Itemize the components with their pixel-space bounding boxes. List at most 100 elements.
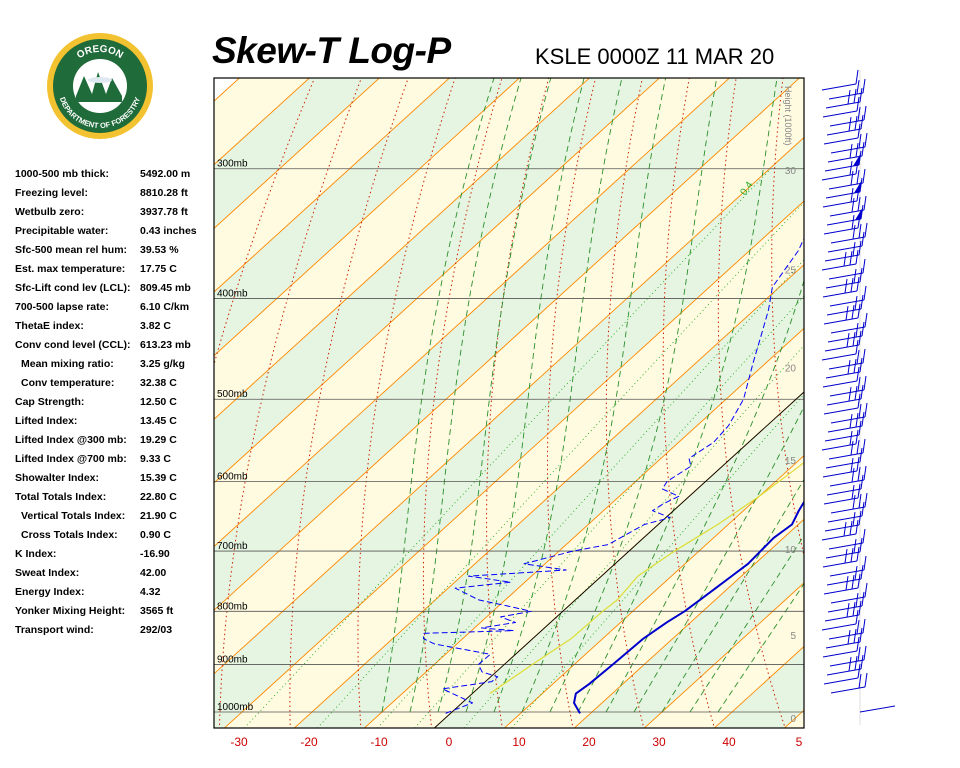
wind-barb [826,668,862,676]
stat-label: Energy Index: [15,586,85,598]
mixing-ratio-label: 5 [933,186,945,197]
isotherm-line [214,78,451,293]
wind-barb [828,272,864,280]
wind-barb [823,677,859,685]
dry-adiabat [874,0,960,734]
wind-barb-flag [857,663,861,679]
stat-row: Cap Strength: 12.50 C [15,396,215,415]
wind-barb-flag [850,277,854,293]
wind-barb-flag [858,403,862,419]
wind-barb-flag [855,429,859,445]
wind-barb [822,470,858,478]
wind-barbs [821,69,896,725]
wind-barb-flag [860,564,864,580]
wind-barb-flag [850,187,854,203]
wind-barb-flag [855,609,859,625]
wind-barb-flag [862,258,866,274]
x-tick-label: 30 [652,735,666,749]
mixing-ratio-line [511,393,804,728]
wind-barb-flag [849,520,853,536]
wind-barb-flag [858,223,862,239]
stat-value: 42.00 [140,567,167,579]
stat-label: Sfc-Lift cond lev (LCL): [15,282,131,294]
wind-barb-flag [855,339,859,355]
wind-barb-flag [860,384,864,400]
chart-title: Skew-T Log-P [212,30,451,71]
pressure-label: 800mb [217,601,248,612]
height-tick-label: 15 [785,456,797,467]
wind-barb [821,173,857,181]
wind-barb-flag [856,79,860,95]
stat-label: Showalter Index: [15,472,100,484]
wind-barb [826,308,862,316]
wind-barb [828,632,864,640]
stat-value: 3.82 C [140,320,171,332]
wind-barb-flag [862,618,866,634]
stat-row: Sfc-Lift cond lev (LCL): 809.45 mb [15,282,215,301]
zero-isotherm-line [433,391,804,728]
wind-barb-flag [859,87,863,103]
wind-barb-flag [853,88,857,104]
stat-row: 1000-500 mb thick: 5492.00 m [15,168,215,187]
wind-barb-flag [853,268,857,284]
wind-barb-flag [845,576,849,591]
wind-barb-flag [858,133,862,149]
stat-label: Precipitable water: [15,225,109,237]
stat-row: K Index: -16.90 [15,548,215,567]
wind-barb-flag [852,495,856,510]
x-tick-label: -20 [300,735,318,749]
oregon-forestry-logo: OREGON DEPARTMENT OF FORESTRY [47,33,153,139]
wind-barb-flag [863,285,867,301]
stat-value: 8810.28 ft [140,187,188,199]
wind-barb [821,83,857,91]
stat-label: ThetaE index: [15,320,84,332]
mixing-ratio-line [463,344,804,728]
wind-barb [829,389,865,397]
wind-barb [823,137,859,145]
wind-barb [826,578,862,586]
wind-barb-flag [858,240,862,256]
stat-row: Vertical Totals Index: 21.90 C [15,510,215,529]
stat-row: Sfc-500 mean rel hum: 39.53 % [15,244,215,263]
stat-row: Lifted Index @700 mb: 9.33 C [15,453,215,472]
wind-barb-pennant [854,180,862,193]
wind-barb [828,92,864,100]
wind-barb-flag [849,144,853,159]
wind-barb [825,461,861,469]
wind-barb-flag [860,654,864,670]
wind-barb-flag [855,69,859,85]
isotherm-line [223,200,804,728]
stat-row: Energy Index: 4.32 [15,586,215,605]
stat-row: Yonker Mixing Height: 3565 ft [15,605,215,624]
wind-barb-flag [861,501,865,517]
height-tick-label: 35 [785,60,797,71]
stat-row: Conv temperature: 32.38 C [15,377,215,396]
wind-barb-flag [851,198,855,213]
dry-adiabat [717,78,786,728]
stat-label: Lifted Index: [15,415,78,427]
wind-barb [829,569,865,577]
wind-barb [823,497,859,505]
wind-barb [822,650,858,658]
stat-label: K Index: [15,548,57,560]
wind-barb-flag [850,547,854,563]
wind-barb-flag [857,303,861,319]
wind-barb-flag [855,159,859,175]
wind-barb-flag [849,250,853,266]
height-tick-label: 5 [790,631,796,642]
wind-barb-flag [854,295,858,311]
x-tick-label: 5 [796,735,803,749]
stat-row: Mean mixing ratio: 3.25 g/kg [15,358,215,377]
wind-barb-flag [858,330,862,346]
wind-barb [827,605,863,613]
pressure-label: 300mb [217,159,248,170]
wind-barb-flag [856,456,860,472]
stat-value: 3565 ft [140,605,174,617]
wind-barb-flag [856,96,860,112]
wind-barb-flag [860,474,864,490]
wind-barb-flag [846,333,850,348]
isotherm-band [214,137,804,728]
wind-barb-flag [864,222,868,238]
